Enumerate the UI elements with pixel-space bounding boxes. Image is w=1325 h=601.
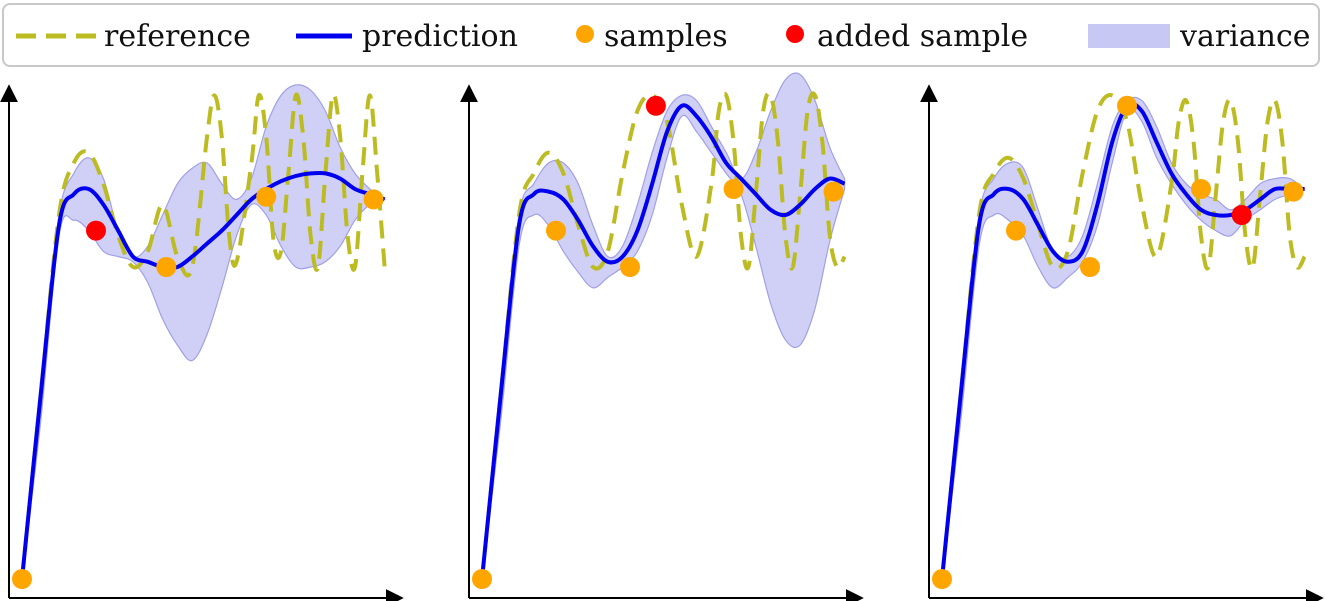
sample-point — [620, 257, 640, 277]
legend-item-variance: variance — [1088, 19, 1311, 54]
sample-point — [1006, 220, 1026, 241]
sample-point — [156, 257, 177, 277]
legend-label-reference: reference — [104, 19, 251, 54]
legend-swatch-samples — [576, 25, 594, 43]
sample-point — [932, 569, 952, 589]
panel-1 — [0, 84, 404, 601]
reference-line — [940, 93, 1307, 580]
variance-band — [941, 96, 1306, 580]
legend-item-prediction: prediction — [296, 19, 518, 54]
added-sample-point — [645, 95, 666, 116]
prediction-line — [20, 170, 386, 580]
legend-label-prediction: prediction — [362, 19, 518, 54]
reference-line — [20, 92, 387, 580]
sample-point — [1080, 257, 1100, 277]
sample-point — [1283, 181, 1304, 202]
legend-label-samples: samples — [604, 19, 728, 54]
panel-2 — [460, 72, 864, 601]
legend-label-added: added sample — [817, 19, 1028, 54]
legend-item-samples: samples — [576, 19, 728, 54]
legend: reference prediction samples added sampl… — [2, 3, 1320, 67]
reference-line — [480, 91, 847, 580]
sample-point — [363, 189, 384, 210]
legend-item-reference: reference — [16, 19, 251, 54]
sample-point — [823, 181, 844, 202]
added-sample-point — [1231, 205, 1252, 225]
sample-point — [1191, 179, 1211, 199]
sample-point — [546, 220, 566, 241]
legend-label-variance: variance — [1179, 19, 1311, 54]
sample-point — [12, 569, 32, 589]
legend-swatch-added — [786, 25, 804, 43]
legend-swatch-variance — [1088, 24, 1170, 48]
panel-3 — [920, 84, 1324, 601]
sample-point — [472, 569, 492, 589]
prediction-line — [480, 103, 846, 580]
sample-point — [1117, 95, 1137, 116]
added-sample-point — [86, 220, 106, 241]
legend-frame — [2, 3, 1320, 67]
sample-point — [256, 186, 277, 207]
sample-point — [723, 179, 744, 199]
legend-item-added: added sample — [786, 19, 1028, 54]
